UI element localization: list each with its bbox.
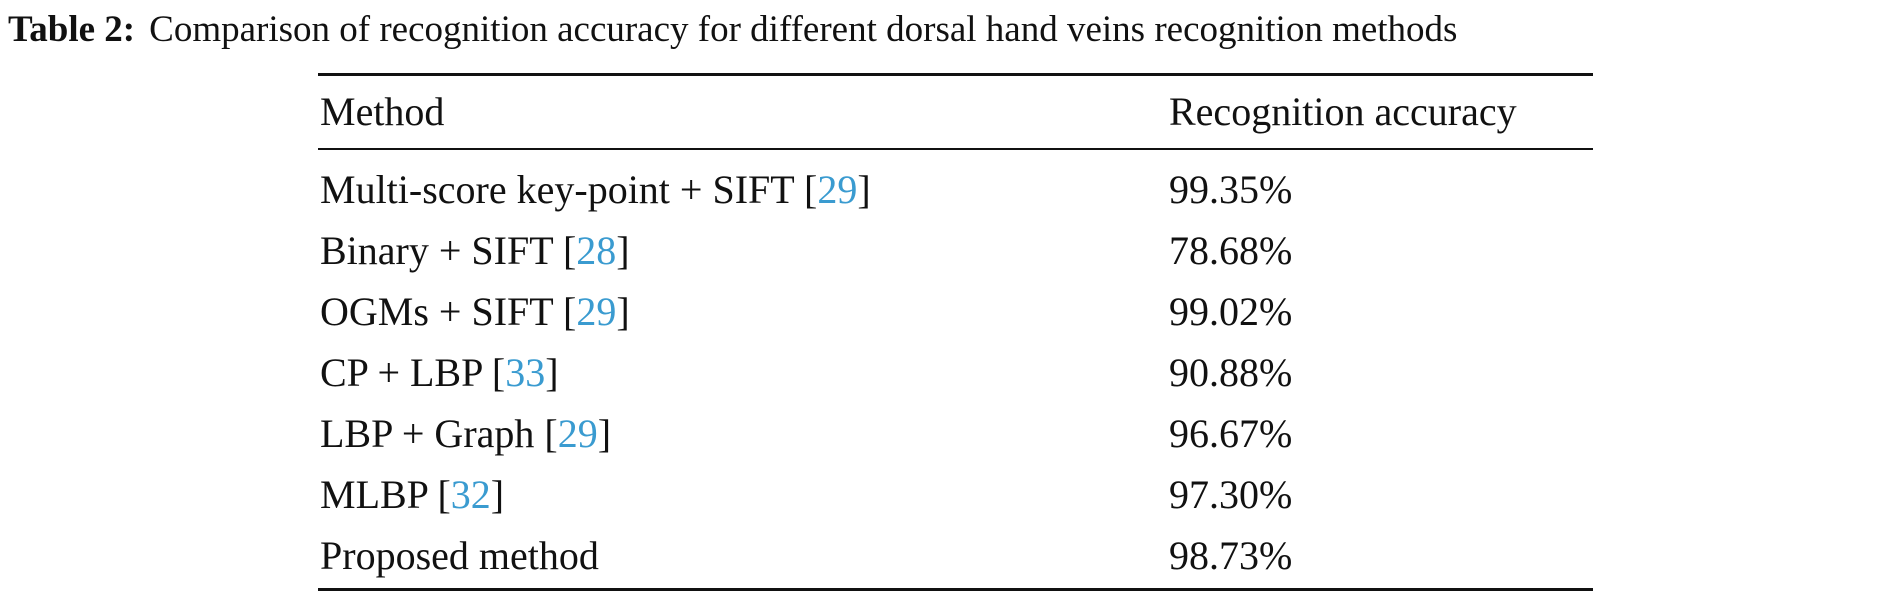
method-text: Binary + SIFT [: [320, 228, 577, 273]
accuracy-cell: 98.73%: [1169, 533, 1293, 578]
method-cell: Binary + SIFT [28]: [320, 227, 630, 275]
method-text: ]: [616, 228, 630, 273]
accuracy-cell: 96.67%: [1169, 411, 1293, 456]
citation: 29: [557, 411, 598, 456]
method-cell: CP + LBP [33]: [320, 349, 559, 397]
caption-label: Table 2:: [8, 9, 136, 50]
citation: 28: [576, 228, 617, 273]
accuracy-cell: 90.88%: [1169, 350, 1293, 395]
accuracy-cell: 97.30%: [1169, 472, 1293, 517]
method-text: Multi-score key-point + SIFT [: [320, 167, 818, 212]
citation: 29: [817, 167, 858, 212]
accuracy-cell: 78.68%: [1169, 228, 1293, 273]
method-text: ]: [490, 472, 505, 517]
method-text: OGMs + SIFT [: [320, 289, 577, 334]
header-cell: Recognition accuracy: [1169, 89, 1517, 134]
method-text: LBP + Graph [: [320, 411, 558, 456]
top-rule: [318, 73, 1593, 76]
accuracy-cell: 99.02%: [1169, 289, 1293, 334]
method-text: MLBP [: [320, 472, 451, 517]
method-cell: OGMs + SIFT [29]: [320, 288, 630, 336]
citation: 33: [505, 350, 546, 395]
citation: 32: [450, 472, 491, 517]
method-cell: Multi-score key-point + SIFT [29]: [320, 166, 871, 214]
method-text: Proposed method: [320, 533, 599, 578]
method-text: ]: [857, 167, 871, 212]
method-text: CP + LBP [: [320, 350, 506, 395]
header-rule: [318, 148, 1593, 150]
method-cell: MLBP [32]: [320, 471, 504, 519]
bottom-rule: [318, 588, 1593, 591]
header-cell: Method: [320, 89, 445, 134]
method-text: ]: [545, 350, 559, 395]
method-cell: Proposed method: [320, 532, 599, 580]
caption-text: Comparison of recognition accuracy for d…: [149, 9, 1458, 50]
accuracy-cell: 99.35%: [1169, 167, 1293, 212]
method-cell: LBP + Graph [29]: [320, 410, 611, 458]
citation: 29: [576, 289, 617, 334]
table-caption: Table 2: Comparison of recognition accura…: [8, 8, 1457, 52]
method-text: ]: [616, 289, 630, 334]
method-text: ]: [597, 411, 612, 456]
